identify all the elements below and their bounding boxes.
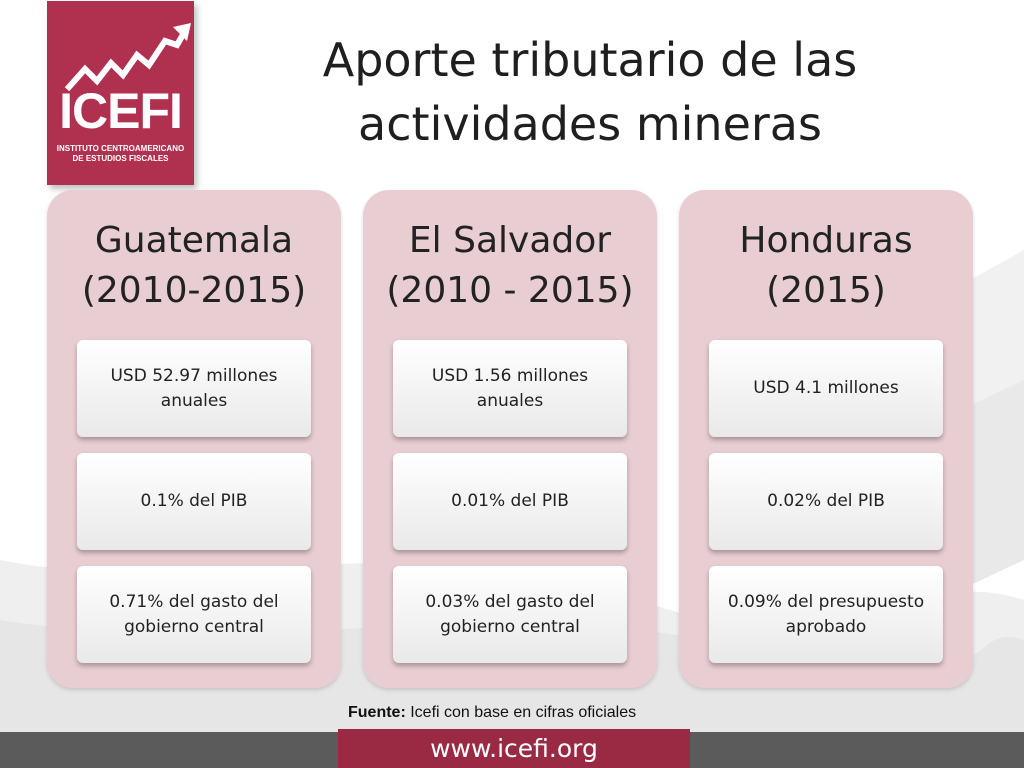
logo-wordmark: ICEFI [59,83,183,139]
logo-subtitle-line2: DE ESTUDIOS FISCALES [72,154,169,163]
column-guatemala: Guatemala (2010-2015) USD 52.97 millones… [47,190,341,688]
trend-line-icon [64,23,191,91]
column-el-salvador: El Salvador (2010 - 2015) USD 1.56 millo… [363,190,657,688]
stat-box-gdp-share: 0.02% del PIB [709,453,943,550]
column-heading: El Salvador (2010 - 2015) [363,216,657,316]
source-note: Fuente: Icefi con base en cifras oficial… [348,704,678,722]
stat-box-budget-share: 0.09% del presupuesto aprobado [709,566,943,663]
footer-url[interactable]: www.icefi.org [338,729,690,768]
source-text: Icefi con base en cifras oficiales [405,704,637,721]
title-line1: Aporte tributario de las [322,33,858,87]
logo-subtitle-line1: INSTITUTO CENTROAMERICANO [56,144,185,153]
stat-box-revenue: USD 4.1 millones [709,340,943,437]
column-heading-country: Honduras [739,220,913,261]
stat-box-gdp-share: 0.1% del PIB [77,453,311,550]
column-honduras: Honduras (2015) USD 4.1 millones 0.02% d… [679,190,973,688]
stat-box-revenue: USD 52.97 millones anuales [77,340,311,437]
column-heading: Honduras (2015) [679,216,973,316]
column-heading-country: El Salvador [408,220,612,261]
title-line2: actividades mineras [358,97,822,151]
page-title: Aporte tributario de las actividades min… [240,28,940,156]
stat-box-spending-share: 0.71% del gasto del gobierno central [77,566,311,663]
column-heading-period: (2015) [766,270,886,311]
stat-box-revenue: USD 1.56 millones anuales [393,340,627,437]
column-heading-period: (2010 - 2015) [386,270,634,311]
icefi-logo: ICEFI INSTITUTO CENTROAMERICANO DE ESTUD… [47,1,194,185]
stat-box-gdp-share: 0.01% del PIB [393,453,627,550]
source-label: Fuente: [348,704,406,721]
column-heading: Guatemala (2010-2015) [47,216,341,316]
column-heading-country: Guatemala [94,220,294,261]
stat-box-spending-share: 0.03% del gasto del gobierno central [393,566,627,663]
column-heading-period: (2010-2015) [81,270,307,311]
